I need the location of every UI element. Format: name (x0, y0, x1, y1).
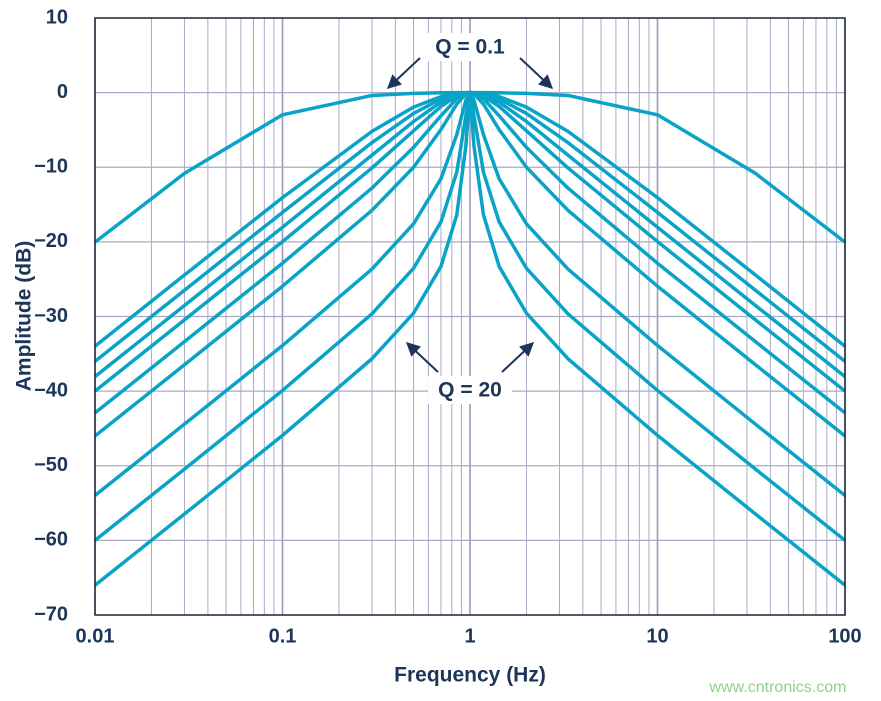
y-axis-title: Amplitude (dB) (13, 241, 36, 391)
annotation: Q = 20 (438, 379, 502, 402)
y-tick-label: −30 (34, 305, 68, 327)
y-tick-label: −10 (34, 156, 68, 178)
x-tick-label: 0.1 (269, 625, 297, 647)
curves (93, 90, 847, 587)
y-tick-label: 0 (57, 81, 68, 103)
y-tick-label: −50 (34, 454, 68, 476)
line (93, 90, 847, 587)
arrow (405, 342, 439, 373)
x-tick-label: 1 (464, 625, 475, 647)
x-tick-label: 100 (828, 625, 861, 647)
x-tick-label: 10 (646, 625, 668, 647)
y-tick-label: 10 (46, 6, 68, 28)
y-tick-label: −60 (34, 529, 68, 551)
y-tick-label: −70 (34, 603, 68, 625)
annotation-bg (423, 33, 517, 61)
x-axis-title: Frequency (Hz) (394, 664, 546, 687)
x-tick-label: 0.01 (76, 625, 115, 647)
watermark: www.cntronics.com (709, 679, 847, 696)
arrow (501, 342, 535, 373)
plot-frame (94, 17, 846, 616)
y-tick-label: −20 (34, 230, 68, 252)
annotation: Q = 0.1 (435, 36, 505, 59)
annotation-bg (428, 376, 512, 404)
y-tick-label: −40 (34, 379, 68, 401)
arrow (519, 57, 554, 89)
arrow (386, 57, 421, 89)
